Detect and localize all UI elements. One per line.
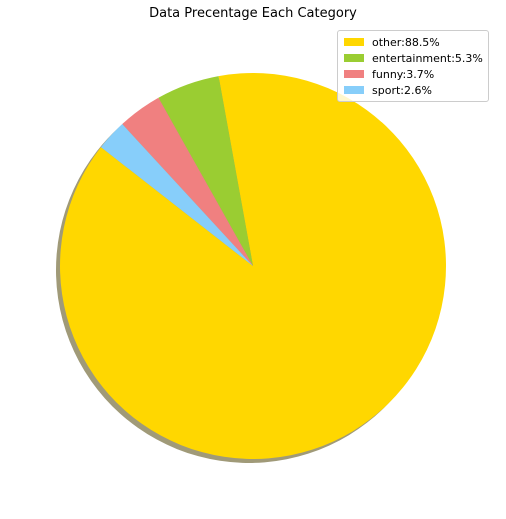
legend-label-entertainment: entertainment:5.3% (372, 51, 483, 65)
pie-slices (60, 72, 447, 460)
legend-item-sport: sport:2.6% (338, 82, 488, 98)
legend-swatch-other (344, 38, 364, 46)
legend-item-entertainment: entertainment:5.3% (338, 50, 488, 66)
legend-swatch-entertainment (344, 54, 364, 62)
pie-slice-other (60, 72, 447, 460)
legend-swatch-funny (344, 70, 364, 78)
chart-title: Data Precentage Each Category (149, 6, 357, 21)
legend-swatch-sport (344, 86, 364, 94)
legend-label-funny: funny:3.7% (372, 67, 435, 81)
legend-item-funny: funny:3.7% (338, 66, 488, 82)
legend-label-other: other:88.5% (372, 35, 440, 49)
pie-slice-funny (122, 97, 253, 267)
pie-slice-entertainment (158, 76, 253, 267)
pie-slice-sport (100, 124, 253, 266)
legend-label-sport: sport:2.6% (372, 83, 432, 97)
chart-legend: other:88.5% entertainment:5.3% funny:3.7… (337, 30, 489, 102)
legend-item-other: other:88.5% (338, 34, 488, 50)
